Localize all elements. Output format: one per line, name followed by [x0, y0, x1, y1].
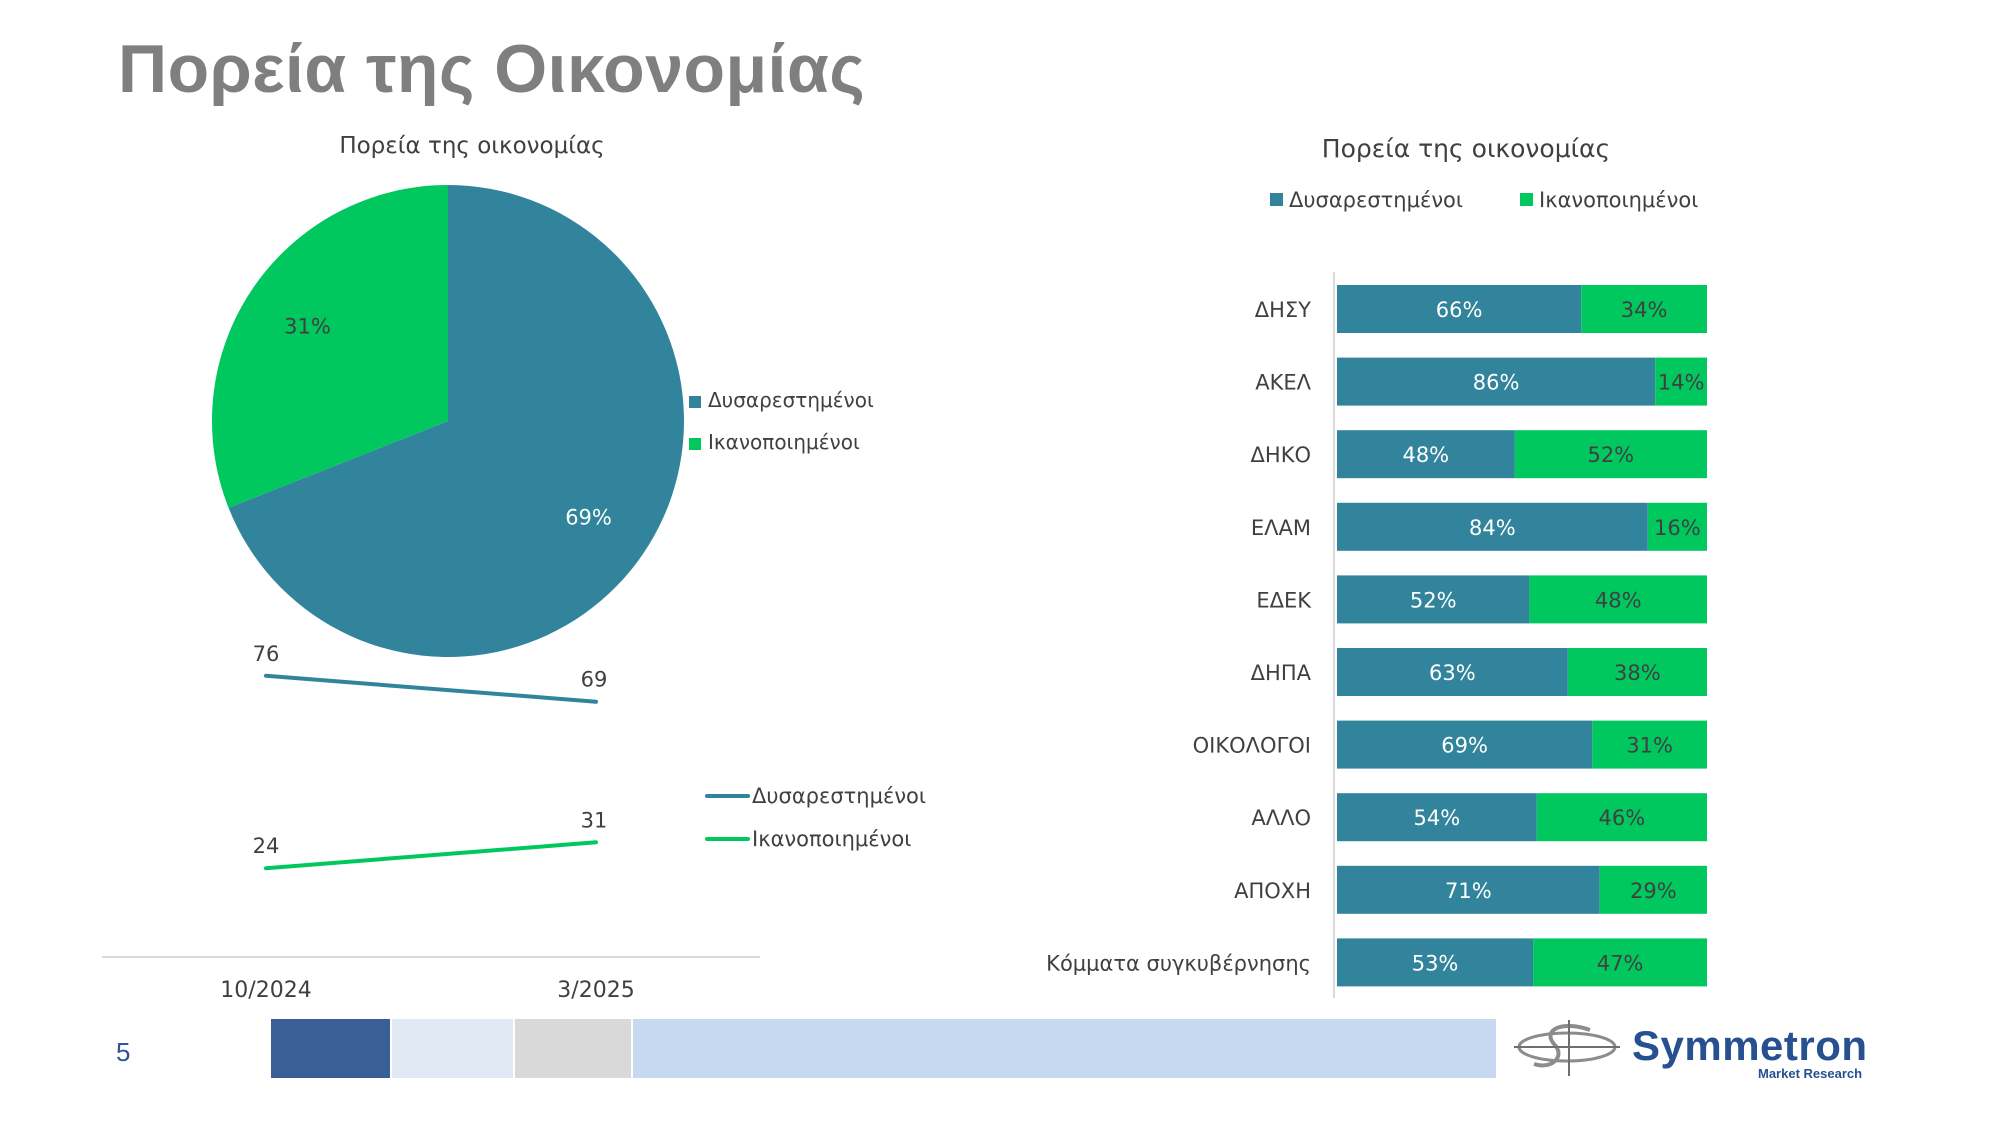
line-legend-label-2: Ικανοποιημένοι — [752, 827, 911, 851]
stacked-bar-chart: Πορεία της οικονομίας Δυσαρεστημένοι Ικανο… — [1046, 134, 1707, 998]
bar-segment-5-2 — [1529, 575, 1707, 624]
bar-data-label-5-2: 48% — [1595, 588, 1642, 612]
bar-data-label-4-1: 84% — [1469, 516, 1516, 540]
footer-band-dark — [271, 1019, 390, 1078]
bar-data-label-7-1: 69% — [1441, 734, 1488, 758]
bar-segment-4-2 — [1647, 502, 1707, 551]
line-data-label-2-1: 24 — [253, 834, 280, 858]
bar-data-label-8-2: 46% — [1599, 806, 1646, 830]
bar-title: Πορεία της οικονομίας — [1322, 134, 1610, 163]
bar-segment-8-2 — [1536, 793, 1707, 842]
line-x-tick-2: 3/2025 — [557, 978, 634, 1003]
bar-data-label-1-1: 66% — [1436, 298, 1483, 322]
line-data-label-1-2: 69 — [581, 668, 608, 692]
bar-data-label-7-2: 31% — [1626, 734, 1673, 758]
line-series-1 — [264, 673, 598, 704]
bar-segment-9-2 — [1599, 865, 1707, 914]
footer-band-pale — [392, 1019, 513, 1078]
bar-category-label-2: ΑΚΕΛ — [1255, 371, 1311, 395]
pie-data-label-2: 31% — [284, 314, 331, 338]
line-x-tick-1: 10/2024 — [220, 978, 311, 1003]
bar-data-label-9-1: 71% — [1445, 879, 1492, 903]
bar-data-label-10-1: 53% — [1412, 951, 1459, 975]
pie-data-label-1: 69% — [565, 506, 612, 530]
bar-legend-swatch-2 — [1520, 193, 1533, 206]
pie-legend-label-1: Δυσαρεστημένοι — [708, 388, 874, 412]
bar-data-label-6-2: 38% — [1614, 661, 1661, 685]
bar-segment-7-2 — [1592, 720, 1707, 769]
footer-band-light — [633, 1019, 1496, 1078]
pie-legend-label-2: Ικανοποιημένοι — [708, 430, 860, 454]
bar-category-label-6: ΔΗΠΑ — [1251, 661, 1312, 685]
bar-data-label-3-2: 52% — [1587, 443, 1634, 467]
bar-category-label-1: ΔΗΣΥ — [1255, 298, 1311, 322]
bar-segment-3-1 — [1337, 430, 1515, 479]
bar-data-label-10-2: 47% — [1597, 951, 1644, 975]
bar-category-label-3: ΔΗΚΟ — [1251, 443, 1311, 467]
bar-data-label-5-1: 52% — [1410, 588, 1457, 612]
slide-title: Πορεία της Οικονομίας — [118, 31, 866, 107]
line-series-2 — [264, 840, 598, 871]
page-number: 5 — [116, 1037, 131, 1067]
bar-segment-10-1 — [1337, 938, 1534, 987]
bar-data-label-9-2: 29% — [1630, 879, 1677, 903]
pie-title: Πορεία της οικονομίας — [339, 133, 604, 159]
bar-segment-4-1 — [1337, 502, 1648, 551]
line-data-label-2-2: 31 — [581, 808, 608, 832]
logo-tagline: Market Research — [1758, 1066, 1863, 1081]
bar-segment-7-1 — [1337, 720, 1593, 769]
bar-legend-label-1: Δυσαρεστημένοι — [1289, 188, 1463, 212]
pie-slice-1 — [228, 185, 684, 657]
pie-chart: Πορεία της οικονομίας 69% 31% Δυσαρεστημένο… — [211, 133, 874, 657]
footer-band-gray — [515, 1019, 631, 1078]
bar-segment-9-1 — [1337, 865, 1600, 914]
bar-segment-1-1 — [1337, 285, 1582, 333]
bar-data-label-4-2: 16% — [1654, 516, 1701, 540]
bar-segment-2-1 — [1337, 357, 1656, 406]
bar-segment-1-2 — [1581, 285, 1707, 333]
bar-segment-10-2 — [1533, 938, 1707, 987]
bar-category-label-8: ΑΛΛΟ — [1251, 806, 1311, 830]
bar-data-label-2-1: 86% — [1473, 371, 1520, 395]
bar-category-label-9: ΑΠΟΧΗ — [1234, 879, 1311, 903]
bar-segment-8-1 — [1337, 793, 1537, 842]
bar-category-label-10: Κόμματα συγκυβέρνησης — [1046, 951, 1311, 975]
bar-segment-6-2 — [1567, 648, 1707, 696]
bar-legend-label-2: Ικανοποιημένοι — [1539, 188, 1698, 212]
bar-segment-6-1 — [1337, 648, 1568, 696]
bar-category-label-4: ΕΛΑΜ — [1251, 516, 1311, 540]
bar-data-label-6-1: 63% — [1429, 661, 1476, 685]
bar-category-label-5: ΕΔΕΚ — [1256, 588, 1312, 612]
bar-data-label-3-1: 48% — [1402, 443, 1449, 467]
bar-segment-2-2 — [1655, 357, 1707, 406]
bar-data-label-2-2: 14% — [1658, 371, 1705, 395]
line-chart: 10/2024 3/2025 76 69 Δυσαρεστημένοι 24 31 Ικανο… — [102, 642, 926, 1003]
bar-segment-3-2 — [1514, 430, 1707, 479]
bar-legend-swatch-1 — [1270, 193, 1283, 206]
bar-category-label-7: ΟΙΚΟΛΟΓΟΙ — [1193, 734, 1311, 758]
bar-data-label-8-1: 54% — [1414, 806, 1461, 830]
symmetron-logo-icon — [1514, 1020, 1620, 1076]
pie-legend-swatch-1 — [689, 396, 701, 408]
bar-data-label-1-2: 34% — [1621, 298, 1668, 322]
pie-slice-2 — [211, 185, 448, 508]
pie-legend-swatch-2 — [689, 438, 701, 450]
logo-name: Symmetron — [1632, 1022, 1868, 1069]
line-data-label-1-1: 76 — [253, 642, 280, 666]
bar-segment-5-1 — [1337, 575, 1530, 624]
line-legend-label-1: Δυσαρεστημένοι — [752, 784, 926, 808]
